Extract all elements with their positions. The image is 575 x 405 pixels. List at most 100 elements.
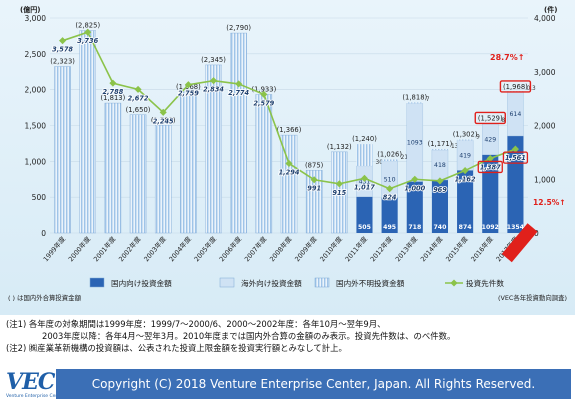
count-value-label: 2,788 (102, 88, 123, 96)
total-value-label: (1,026) (377, 150, 402, 158)
x-category-label: 2012年度 (368, 234, 394, 263)
legend-label: 国内向け投資金額 (111, 278, 172, 288)
x-category-label: 2014年度 (418, 234, 444, 263)
legend-label: 国内外不明投資金額 (336, 278, 405, 288)
x-category-label: 2013年度 (393, 234, 419, 263)
count-value-label: 2,672 (128, 94, 149, 102)
logo-subtext: Venture Enterprise Center (6, 394, 65, 399)
domestic-value-label: 505 (358, 224, 371, 231)
note-1-line-1: (注1) 各年度の対象期間は1999年度：1999/7～2000/6、2000～… (6, 319, 386, 329)
count-value-label: 2,834 (203, 86, 224, 94)
count-point (209, 77, 218, 85)
count-point (386, 185, 394, 193)
x-category-label: 2008年度 (267, 234, 293, 263)
x-category-label: 2002年度 (116, 234, 142, 263)
total-value-label: (875) (305, 161, 324, 169)
left-tick-label: 1,500 (25, 122, 47, 131)
x-category-label: 2016年度 (469, 234, 495, 263)
total-value-label: (1,933) (251, 85, 276, 93)
x-category-label: 2003年度 (142, 234, 168, 263)
domestic-value-label: 495 (383, 224, 396, 231)
right-tick-label: 1,000 (534, 175, 556, 184)
count-point (59, 37, 67, 45)
total-value-label: (1,302) (453, 131, 478, 139)
count-value-label: 3,578 (52, 46, 73, 54)
unknown-value-label: 21 (401, 155, 409, 161)
count-value-label: 2,245 (153, 117, 174, 125)
bar-domestic (457, 170, 474, 233)
count-point (235, 80, 243, 88)
vec-logo: VEC Venture Enterprise Center (4, 367, 65, 403)
count-point (109, 79, 117, 87)
legend-label: 投資先件数 (466, 278, 504, 288)
count-value-label: 1,561 (505, 154, 526, 162)
left-tick-label: 2,000 (25, 86, 47, 95)
unknown-value-label: 304 (376, 160, 387, 166)
overseas-value-label: 510 (384, 176, 396, 183)
count-value-label: 1,387 (480, 163, 501, 171)
count-point (335, 180, 343, 188)
bar-unknown (381, 159, 398, 161)
bar-domestic (507, 135, 524, 233)
overseas-value-label: 419 (459, 152, 471, 159)
investment-chart: (億円) (件) 0 500 1,000 1,500 2,000 2,500 3,000 0 1,0… (8, 5, 567, 302)
bar-total (180, 91, 197, 234)
count-point (486, 154, 494, 162)
x-category-label: 2009年度 (293, 234, 319, 263)
unknown-value-label: 8 (501, 118, 505, 124)
count-value-label: 824 (383, 194, 397, 202)
total-value-label: (1,813) (101, 94, 126, 102)
right-axis-unit: (件) (544, 5, 557, 14)
overseas-value-label: 431 (359, 178, 371, 185)
x-category-label: 2006年度 (217, 234, 243, 263)
count-value-label: 969 (433, 186, 447, 194)
bar-domestic (406, 181, 423, 233)
bar-total (205, 64, 222, 234)
count-point (285, 159, 293, 167)
count-point (436, 177, 444, 185)
note-2: (注2) ㈱産業革新機構の投資額は、公表された投資上限金額を投資実行額とみなして… (6, 343, 347, 353)
total-value-label: (1,968) (503, 83, 528, 91)
overseas-value-label: 614 (510, 111, 522, 118)
bar-domestic (431, 179, 448, 233)
count-value-label: 2,759 (178, 90, 199, 98)
legend-swatch (219, 277, 235, 288)
right-tick-label: 2,000 (534, 122, 556, 131)
count-value-label: 991 (307, 185, 321, 193)
total-value-label: (2,825) (75, 22, 100, 30)
left-axis-unit: (億円) (20, 5, 40, 14)
count-point (310, 176, 318, 184)
x-category-label: 2001年度 (91, 234, 117, 263)
count-point (511, 145, 519, 153)
x-category-label: 2011年度 (343, 234, 369, 263)
count-value-label: 3,736 (77, 37, 98, 45)
x-category-label: 2000年度 (66, 234, 92, 263)
overseas-value-label: 1093 (407, 139, 423, 146)
amount-growth-callout: 28.7%↑ (490, 53, 524, 62)
bar-total (280, 134, 298, 234)
count-value-label: 1,017 (354, 183, 375, 191)
count-value-label: 915 (332, 189, 346, 197)
count-point (134, 85, 142, 93)
domestic-value-label: 718 (408, 224, 421, 231)
unknown-value-label: 7 (426, 97, 430, 103)
unknown-value-label: 13 (451, 144, 459, 150)
total-value-label: (1,650) (126, 106, 151, 114)
total-value-label: (1,240) (352, 135, 377, 143)
unknown-value-label: 0.3 (526, 86, 536, 92)
count-point (360, 174, 369, 182)
count-highlight-box (477, 160, 503, 174)
notes: (注1) 各年度の対象期間は1999年度：1999/7～2000/6、2000～… (6, 318, 571, 354)
bar-total (104, 102, 122, 234)
overseas-value-label: 429 (484, 136, 496, 143)
total-value-label: (1,818) (402, 94, 427, 102)
bar-domestic (482, 154, 499, 233)
total-value-label: (1,529) (478, 114, 503, 122)
right-tick-label: 3,000 (534, 68, 556, 77)
count-point (260, 90, 268, 98)
chart-footnote: ( ) は国内外合算投資金額 (8, 293, 82, 302)
domestic-value-label: 1092 (482, 224, 499, 231)
unknown-value-label: 9 (476, 134, 480, 140)
count-value-label: 1,000 (404, 184, 425, 192)
bar-unknown (406, 102, 423, 104)
